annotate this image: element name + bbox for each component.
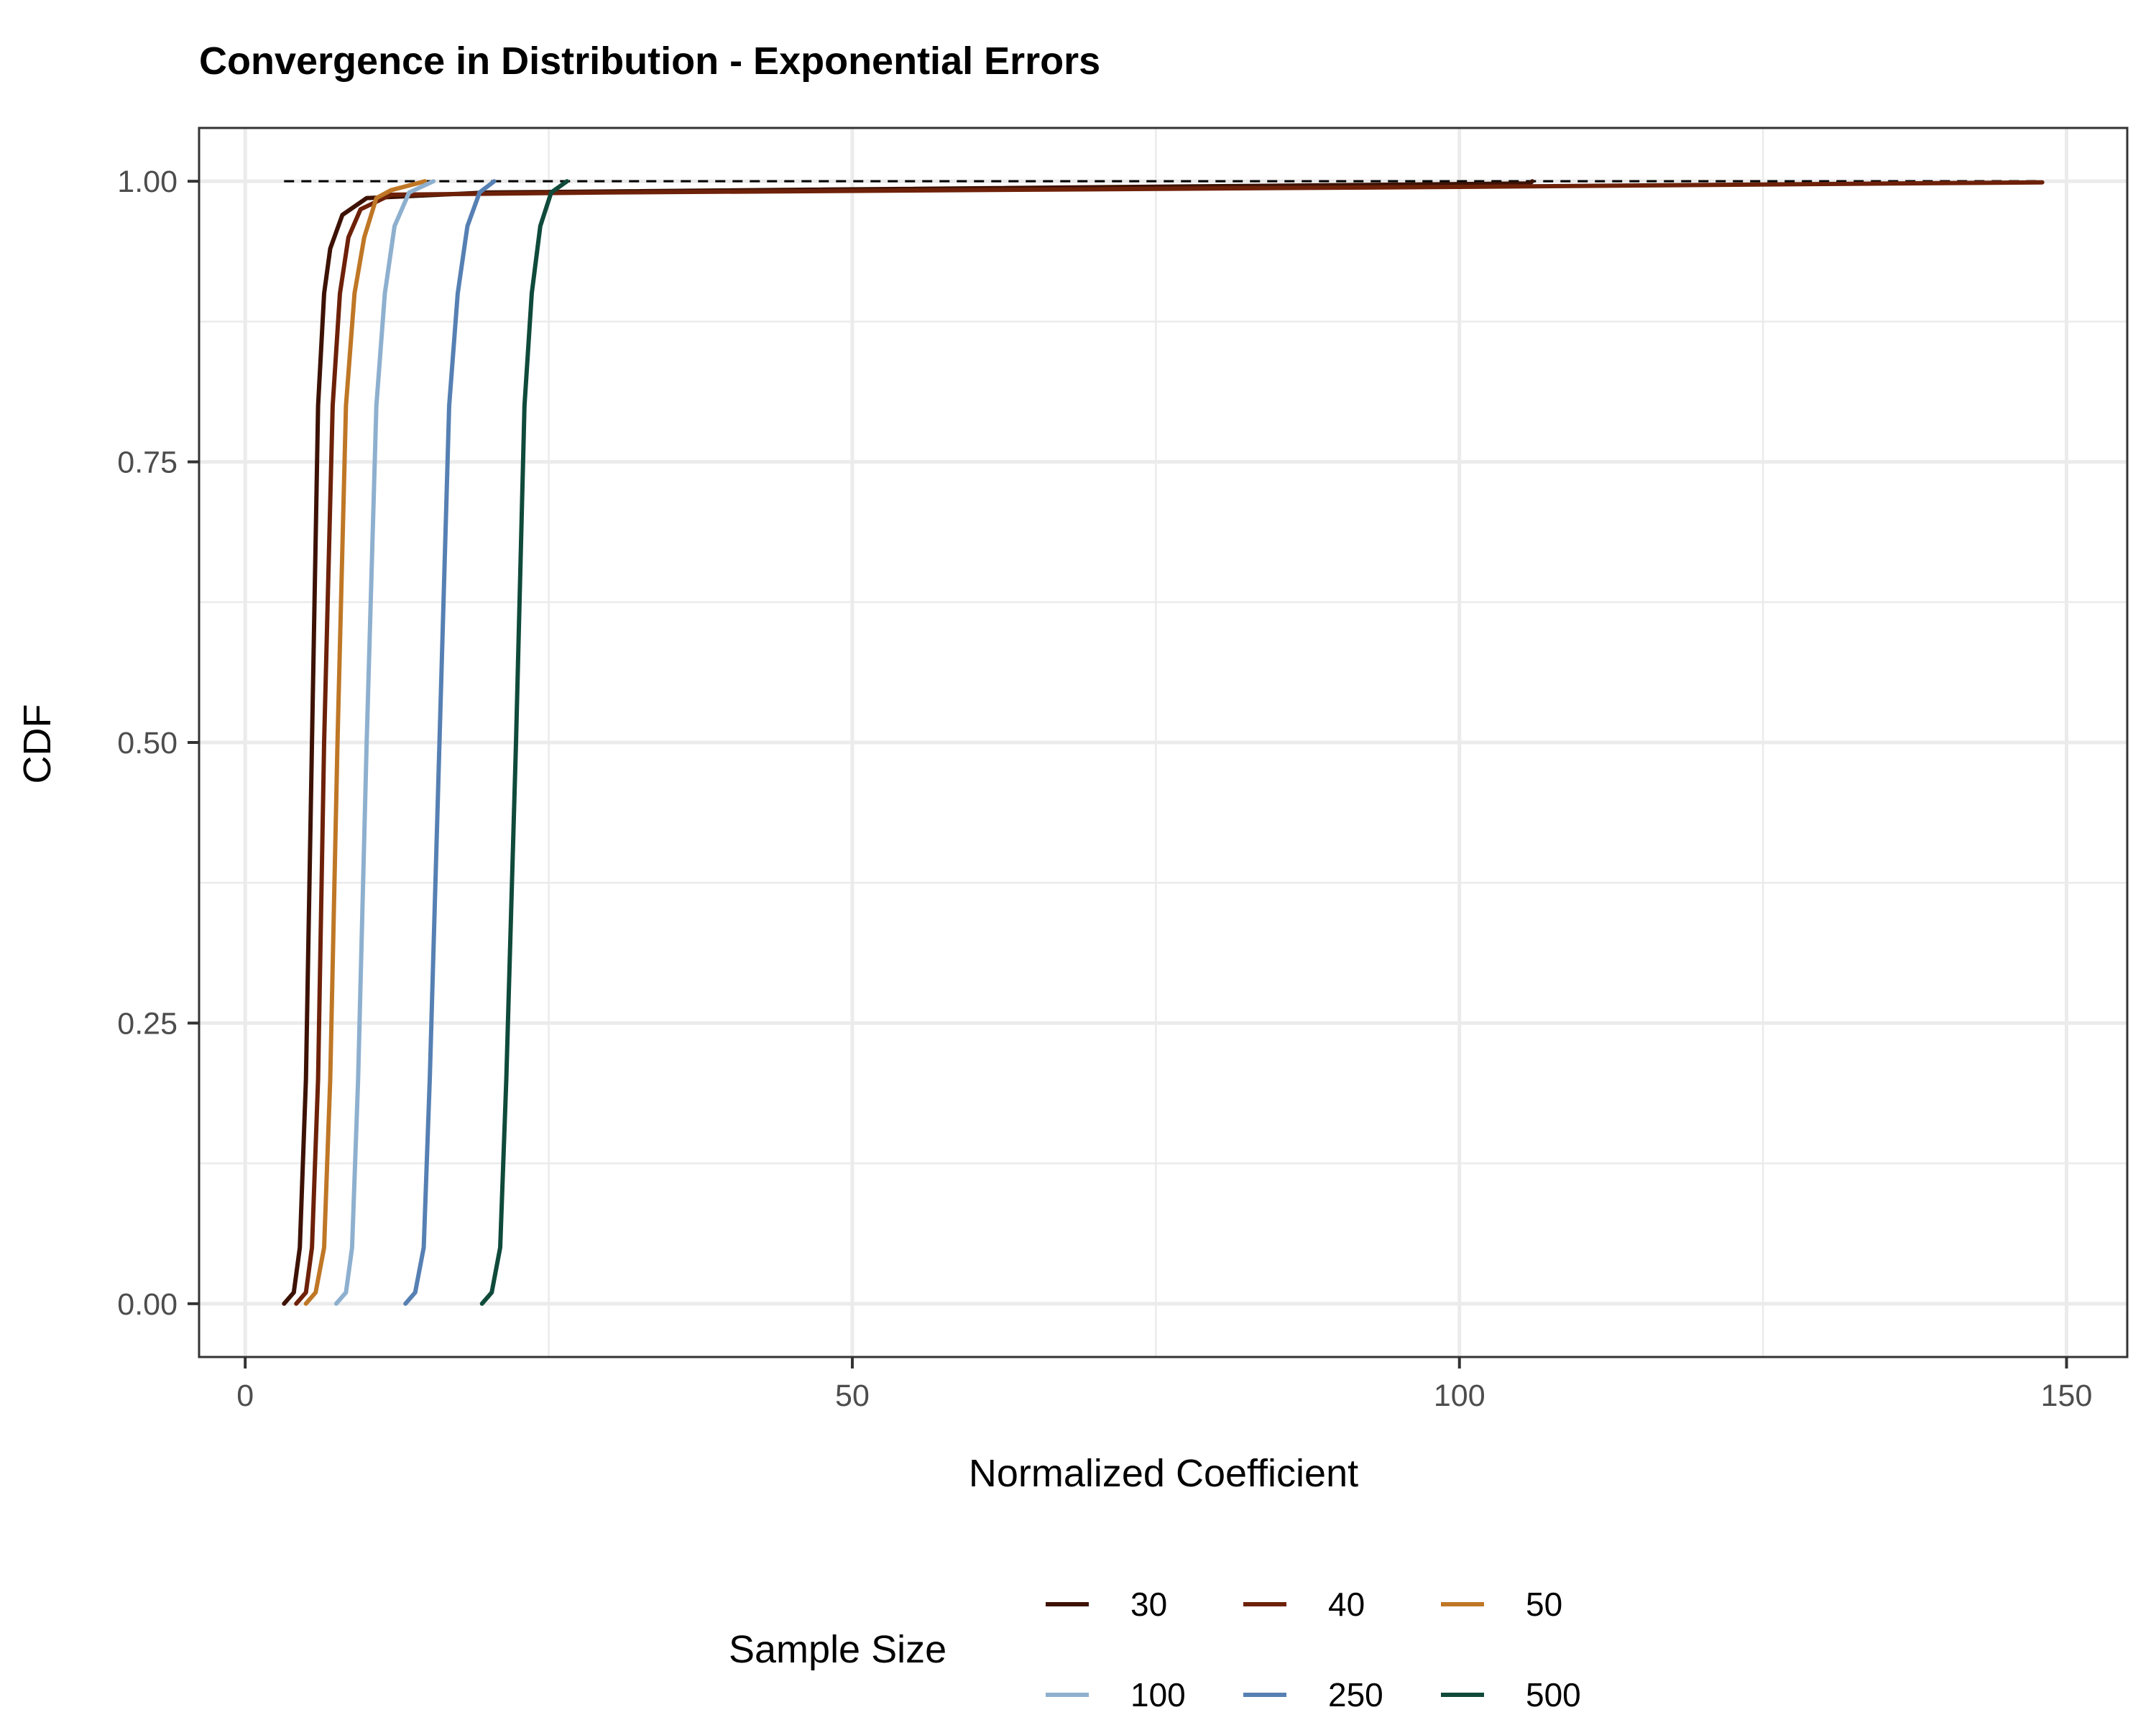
legend-label: 40 [1328,1586,1365,1623]
series-lines [282,179,2045,1306]
y-axis: 0.00 0.25 0.50 0.75 1.00 [117,165,199,1322]
grid-lines [199,128,2127,1357]
y-tick-label: 0.00 [117,1287,178,1322]
x-tick-label: 0 [236,1379,254,1413]
series-line-40 [294,180,2045,1306]
y-tick-label: 0.50 [117,726,178,760]
chart-title: Convergence in Distribution - Exponentia… [199,40,1100,83]
series-line-500 [479,179,569,1306]
legend: Sample Size 30 40 50 100 250 500 [729,1586,1581,1714]
series-line-250 [403,179,497,1306]
y-tick-label: 1.00 [117,165,178,199]
y-tick-label: 0.75 [117,446,178,480]
y-axis-title: CDF [16,704,59,784]
legend-label: 250 [1328,1676,1383,1714]
legend-item-50: 50 [1441,1586,1562,1623]
series-line-50 [303,179,428,1306]
x-tick-label: 50 [835,1379,870,1413]
legend-item-250: 250 [1243,1676,1383,1714]
x-tick-label: 100 [1434,1379,1485,1413]
x-axis: 0 50 100 150 [236,1357,2092,1413]
series-line-100 [333,179,436,1306]
legend-item-30: 30 [1046,1586,1167,1623]
legend-item-100: 100 [1046,1676,1186,1714]
x-axis-title: Normalized Coefficient [969,1452,1358,1495]
x-tick-label: 150 [2041,1379,2093,1413]
y-tick-label: 0.25 [117,1006,178,1041]
legend-label: 500 [1526,1676,1581,1714]
legend-label: 50 [1526,1586,1562,1623]
legend-label: 100 [1130,1676,1186,1714]
legend-title: Sample Size [729,1628,946,1671]
legend-item-500: 500 [1441,1676,1581,1714]
legend-item-40: 40 [1243,1586,1365,1623]
legend-label: 30 [1130,1586,1167,1623]
